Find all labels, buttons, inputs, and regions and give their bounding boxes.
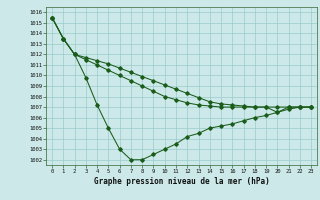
X-axis label: Graphe pression niveau de la mer (hPa): Graphe pression niveau de la mer (hPa) [94,177,269,186]
